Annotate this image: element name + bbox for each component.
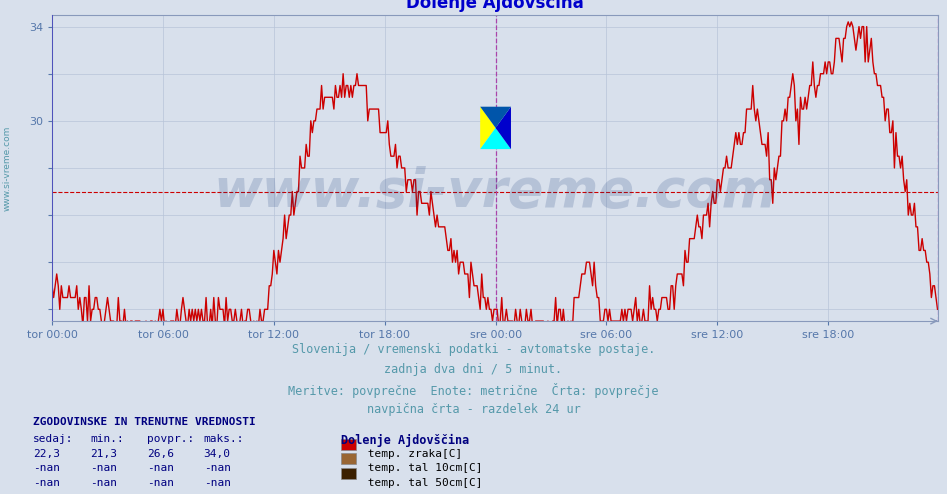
Text: 34,0: 34,0 <box>204 449 231 458</box>
Text: -nan: -nan <box>33 463 61 473</box>
Text: temp. zraka[C]: temp. zraka[C] <box>361 449 462 458</box>
Polygon shape <box>480 107 511 128</box>
Text: sedaj:: sedaj: <box>33 434 74 444</box>
Text: -nan: -nan <box>147 463 174 473</box>
Text: Slovenija / vremenski podatki - avtomatske postaje.: Slovenija / vremenski podatki - avtomats… <box>292 343 655 356</box>
Polygon shape <box>480 107 495 149</box>
Text: min.:: min.: <box>90 434 124 444</box>
Text: -nan: -nan <box>90 478 117 488</box>
Text: 21,3: 21,3 <box>90 449 117 458</box>
Text: -nan: -nan <box>90 463 117 473</box>
Text: Dolenje Ajdovščina: Dolenje Ajdovščina <box>341 434 469 447</box>
Text: -nan: -nan <box>204 478 231 488</box>
Text: navpična črta - razdelek 24 ur: navpična črta - razdelek 24 ur <box>366 403 581 415</box>
Text: Meritve: povprečne  Enote: metrične  Črta: povprečje: Meritve: povprečne Enote: metrične Črta:… <box>288 383 659 398</box>
Text: maks.:: maks.: <box>204 434 244 444</box>
Text: zadnja dva dni / 5 minut.: zadnja dva dni / 5 minut. <box>384 363 563 376</box>
Polygon shape <box>480 128 511 149</box>
Polygon shape <box>495 107 511 149</box>
Text: -nan: -nan <box>33 478 61 488</box>
Text: 26,6: 26,6 <box>147 449 174 458</box>
Text: temp. tal 10cm[C]: temp. tal 10cm[C] <box>361 463 482 473</box>
Text: povpr.:: povpr.: <box>147 434 194 444</box>
Text: ZGODOVINSKE IN TRENUTNE VREDNOSTI: ZGODOVINSKE IN TRENUTNE VREDNOSTI <box>33 417 256 427</box>
Text: -nan: -nan <box>204 463 231 473</box>
Text: www.si-vreme.com: www.si-vreme.com <box>3 125 12 210</box>
Text: temp. tal 50cm[C]: temp. tal 50cm[C] <box>361 478 482 488</box>
Text: www.si-vreme.com: www.si-vreme.com <box>213 166 777 218</box>
Text: 22,3: 22,3 <box>33 449 61 458</box>
Text: -nan: -nan <box>147 478 174 488</box>
Title: Dolenje Ajdovščina: Dolenje Ajdovščina <box>406 0 583 12</box>
